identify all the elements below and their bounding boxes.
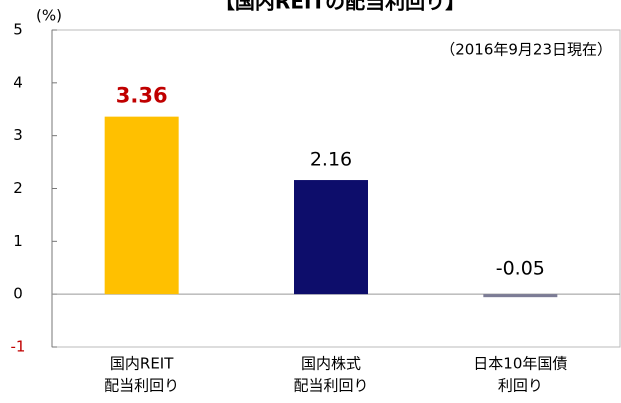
value-label: -0.05 (496, 258, 545, 280)
y-tick-label: 0 (13, 285, 23, 303)
y-tick-label: 3 (13, 126, 23, 144)
x-tick-label: 日本10年国債 (473, 355, 567, 373)
annotation: （2016年9月23日現在） (440, 41, 612, 59)
chart-title: 【国内REITの配当利回り】 (215, 0, 465, 14)
y-tick-label: 1 (13, 232, 23, 250)
value-label: 2.16 (310, 149, 352, 171)
bar (294, 180, 368, 295)
x-tick-label: 国内株式 (301, 355, 361, 373)
y-tick-label: -1 (11, 338, 26, 356)
bar (483, 294, 558, 298)
y-tick-label: 4 (13, 73, 23, 91)
y-tick-label: 5 (13, 21, 23, 39)
bar (104, 116, 179, 295)
value-label: 3.36 (116, 84, 168, 108)
y-tick-label: 2 (13, 179, 23, 197)
x-tick-label: 国内REIT (110, 355, 174, 373)
x-tick-label: 配当利回り (293, 377, 368, 395)
x-tick-label: 配当利回り (104, 377, 179, 395)
unit-label: (%) (36, 7, 62, 25)
x-tick-label: 利回り (498, 377, 543, 395)
